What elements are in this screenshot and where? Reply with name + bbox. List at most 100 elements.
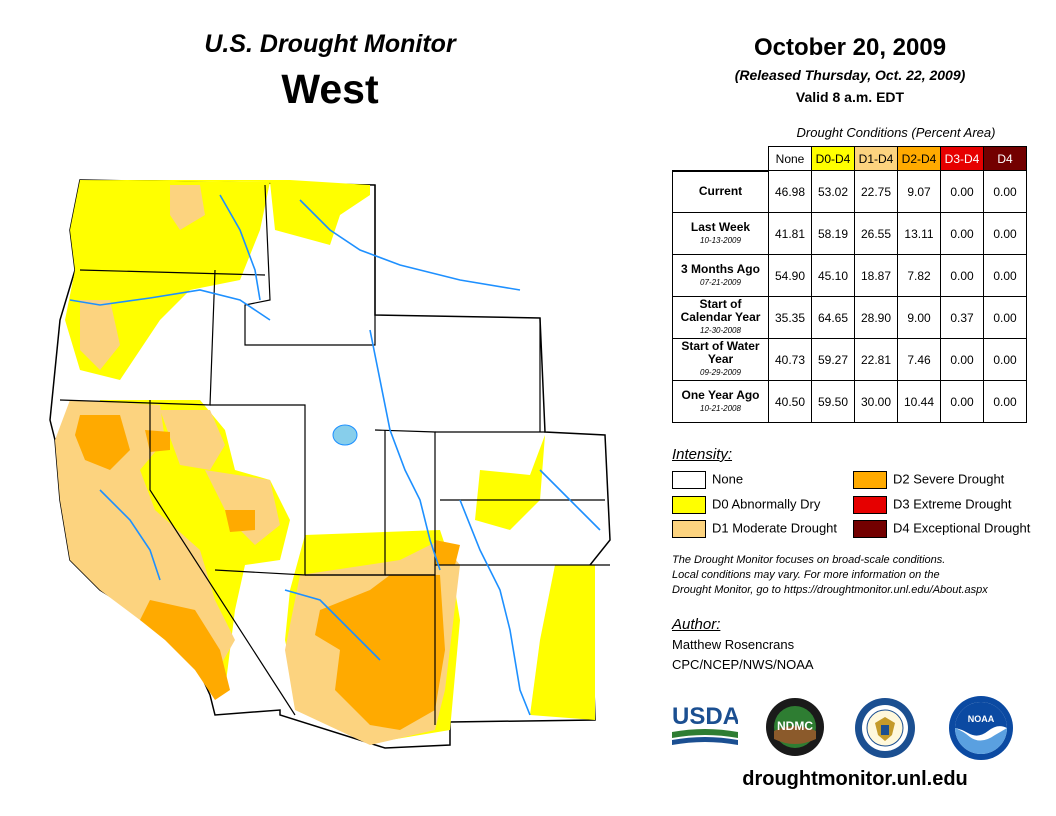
website-url[interactable]: droughtmonitor.unl.edu: [742, 768, 968, 790]
row-label: Last Week 10-13-2009: [672, 212, 769, 255]
row-label-date: 09-29-2009: [700, 368, 741, 377]
table-cell: 0.00: [983, 170, 1027, 213]
author-org: CPC/NCEP/NWS/NOAA: [672, 657, 814, 672]
row-label-text: One Year Ago: [681, 387, 760, 402]
table-row: Start of Calendar Year 12-30-2008 35.35 64.…: [672, 296, 1027, 339]
region-title: West: [281, 66, 379, 112]
legend-swatch: [672, 520, 706, 538]
table-cell: 0.00: [940, 254, 984, 297]
table-cell: 59.50: [811, 380, 855, 423]
usda-logo: USDA: [672, 703, 738, 745]
row-label-date: 07-21-2009: [700, 277, 741, 287]
note-text: The Drought Monitor focuses on broad-sca…: [672, 553, 1052, 598]
table-cell: 13.11: [897, 212, 941, 255]
noaa-logo: NOAA: [949, 696, 1013, 760]
legend-item-d3: D3 Extreme Drought: [853, 496, 1012, 514]
col-header: D0-D4: [811, 146, 855, 171]
row-label-text: Last Week: [690, 219, 751, 234]
table-row: Start of Water Year 09-29-2009 40.73 59.27 2…: [672, 338, 1027, 381]
legend-item-d0: D0 Abnormally Dry: [672, 496, 820, 514]
col-header: D4: [983, 146, 1027, 171]
table-cell: 9.07: [897, 170, 941, 213]
d2-areas: [75, 415, 460, 730]
table-row: Last Week 10-13-2009 41.81 58.19 26.55 13.11 0…: [672, 212, 1027, 255]
table-cell: 41.81: [768, 212, 812, 255]
table-cell: 0.00: [983, 338, 1027, 381]
note-line: Drought Monitor, go to https://droughtmo…: [672, 584, 988, 596]
table-cell: 7.46: [897, 338, 941, 381]
legend-label: D0 Abnormally Dry: [712, 496, 821, 512]
legend-swatch: [672, 496, 706, 514]
legend-label: D3 Extreme Drought: [893, 496, 1012, 512]
legend-label: None: [712, 471, 744, 487]
row-label: Start of Calendar Year 12-30-2008: [672, 296, 769, 339]
row-label-text: Current: [698, 184, 743, 199]
page-title: U.S. Drought Monitor: [204, 30, 456, 58]
table-cell: 0.00: [940, 212, 984, 255]
table-cell: 10.44: [897, 380, 941, 423]
table-cell: 45.10: [811, 254, 855, 297]
table-cell: 35.35: [768, 296, 812, 339]
table-cell: 0.00: [940, 338, 984, 381]
row-label-date: 10-13-2009: [700, 235, 741, 245]
table-cell: 0.00: [983, 212, 1027, 255]
table-cell: 7.82: [897, 254, 941, 297]
legend-label: D1 Moderate Drought: [712, 520, 838, 536]
rivers: [69, 194, 601, 716]
row-label-text: Start of Calendar Year: [680, 297, 761, 324]
release-date: (Released Thursday, Oct. 22, 2009): [734, 67, 966, 83]
table-cell: 0.00: [983, 380, 1027, 423]
legend-swatch: [853, 520, 887, 538]
table-cell: 18.87: [854, 254, 898, 297]
legend-label: D4 Exceptional Drought: [893, 520, 1031, 536]
table-row: Current 46.98 53.02 22.75 9.07 0.00 0.00: [672, 170, 1027, 213]
row-label-date: 10-21-2008: [700, 403, 741, 413]
col-header: D3-D4: [940, 146, 984, 171]
table-cell: 22.81: [854, 338, 898, 381]
table-body: Current 46.98 53.02 22.75 9.07 0.00 0.00 Last W…: [672, 170, 1027, 423]
table-cell: 53.02: [811, 170, 855, 213]
table-cell: 26.55: [854, 212, 898, 255]
table-cell: 9.00: [897, 296, 941, 339]
legend-item-d2: D2 Severe Drought: [853, 471, 1004, 489]
table-cell: 46.98: [768, 170, 812, 213]
table-cell: 0.00: [940, 170, 984, 213]
commerce-seal: [855, 698, 915, 758]
table-cell: 0.00: [983, 296, 1027, 339]
conditions-caption: Drought Conditions (Percent Area): [796, 125, 996, 140]
ndmc-logo-text: NDMC: [777, 719, 813, 733]
table-cell: 28.90: [854, 296, 898, 339]
state-borders: [59, 184, 610, 725]
table-cell: 0.00: [983, 254, 1027, 297]
table-cell: 58.19: [811, 212, 855, 255]
note-line: Local conditions may vary. For more info…: [672, 569, 940, 581]
legend-swatch: [853, 496, 887, 514]
note-line: The Drought Monitor focuses on broad-sca…: [672, 554, 946, 566]
legend-swatch: [853, 471, 887, 489]
col-header: D1-D4: [854, 146, 898, 171]
row-label: Start of Water Year 09-29-2009: [672, 338, 769, 381]
table-cell: 54.90: [768, 254, 812, 297]
table-cell: 64.65: [811, 296, 855, 339]
row-label-text: Start of Water Year: [681, 339, 760, 366]
table-cell: 0.37: [940, 296, 984, 339]
table-corner: [672, 146, 769, 172]
legend-item-d4: D4 Exceptional Drought: [853, 520, 1030, 538]
table-cell: 59.27: [811, 338, 855, 381]
author-name: Matthew Rosencrans: [672, 637, 795, 652]
row-label-date: 12-30-2008: [700, 326, 741, 335]
row-label: Current: [672, 170, 769, 213]
legend-item-d1: D1 Moderate Drought: [672, 520, 837, 538]
usda-logo-text: USDA: [672, 703, 738, 730]
row-label: 3 Months Ago 07-21-2009: [672, 254, 769, 297]
table-cell: 22.75: [854, 170, 898, 213]
ndmc-logo: NDMC: [766, 698, 824, 756]
noaa-logo-text: NOAA: [968, 714, 995, 724]
map-date: October 20, 2009: [753, 34, 947, 61]
table-cell: 30.00: [854, 380, 898, 423]
legend-swatch: [672, 471, 706, 489]
legend-item-none: None: [672, 471, 743, 489]
table-cell: 0.00: [940, 380, 984, 423]
drought-map: [49, 179, 611, 749]
col-header: None: [768, 146, 812, 171]
